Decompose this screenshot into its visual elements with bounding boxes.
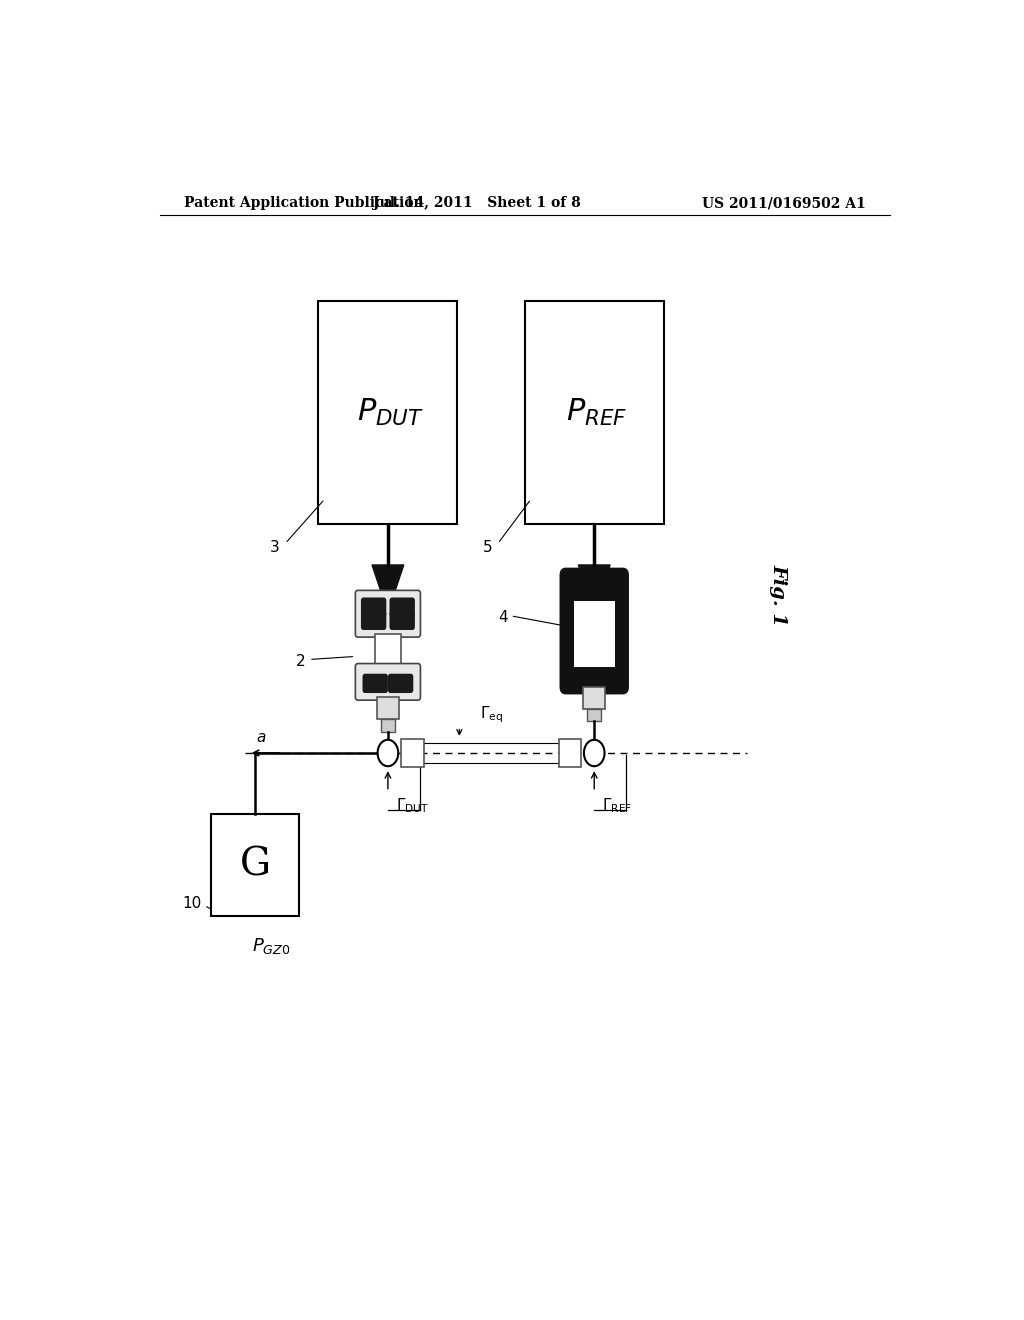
Bar [318,301,458,524]
Bar [558,739,581,767]
FancyBboxPatch shape [355,590,421,638]
Text: $\Gamma_{\mathrm{REF}}$: $\Gamma_{\mathrm{REF}}$ [602,796,633,816]
FancyBboxPatch shape [389,611,415,630]
Text: $\Gamma_{\mathrm{eq}}$: $\Gamma_{\mathrm{eq}}$ [479,704,503,725]
Text: $\mathit{P}_{\mathit{DUT}}$: $\mathit{P}_{\mathit{DUT}}$ [357,397,424,428]
Text: Patent Application Publication: Patent Application Publication [183,197,423,210]
Bar [573,601,614,667]
FancyBboxPatch shape [389,598,415,616]
Text: $P_{GZ0}$: $P_{GZ0}$ [252,936,290,956]
FancyBboxPatch shape [360,611,386,630]
Circle shape [378,739,398,766]
Polygon shape [372,565,403,594]
Text: 4: 4 [498,610,507,626]
Text: 2: 2 [296,653,306,669]
Bar [375,634,400,667]
FancyBboxPatch shape [355,664,421,700]
Text: Fig. 1: Fig. 1 [770,565,787,627]
Text: 10: 10 [182,895,202,911]
Bar [401,739,424,767]
Bar [587,709,601,722]
Text: US 2011/0169502 A1: US 2011/0169502 A1 [702,197,866,210]
Text: 5: 5 [482,540,493,556]
FancyBboxPatch shape [362,673,388,693]
FancyBboxPatch shape [360,598,386,616]
Text: $\mathit{P}_{\mathit{REF}}$: $\mathit{P}_{\mathit{REF}}$ [566,397,628,428]
Text: a: a [257,730,266,746]
Bar [377,697,399,719]
Polygon shape [579,565,610,594]
Text: G: G [240,846,270,883]
Bar [583,686,605,709]
Bar [524,301,664,524]
Text: $\Gamma_{\mathrm{DUT}}$: $\Gamma_{\mathrm{DUT}}$ [396,796,429,816]
Text: 3: 3 [270,540,280,556]
Circle shape [584,739,604,766]
Text: Jul. 14, 2011   Sheet 1 of 8: Jul. 14, 2011 Sheet 1 of 8 [374,197,581,210]
FancyBboxPatch shape [388,673,414,693]
Bar [211,814,299,916]
FancyBboxPatch shape [561,569,628,693]
Bar [381,719,395,731]
